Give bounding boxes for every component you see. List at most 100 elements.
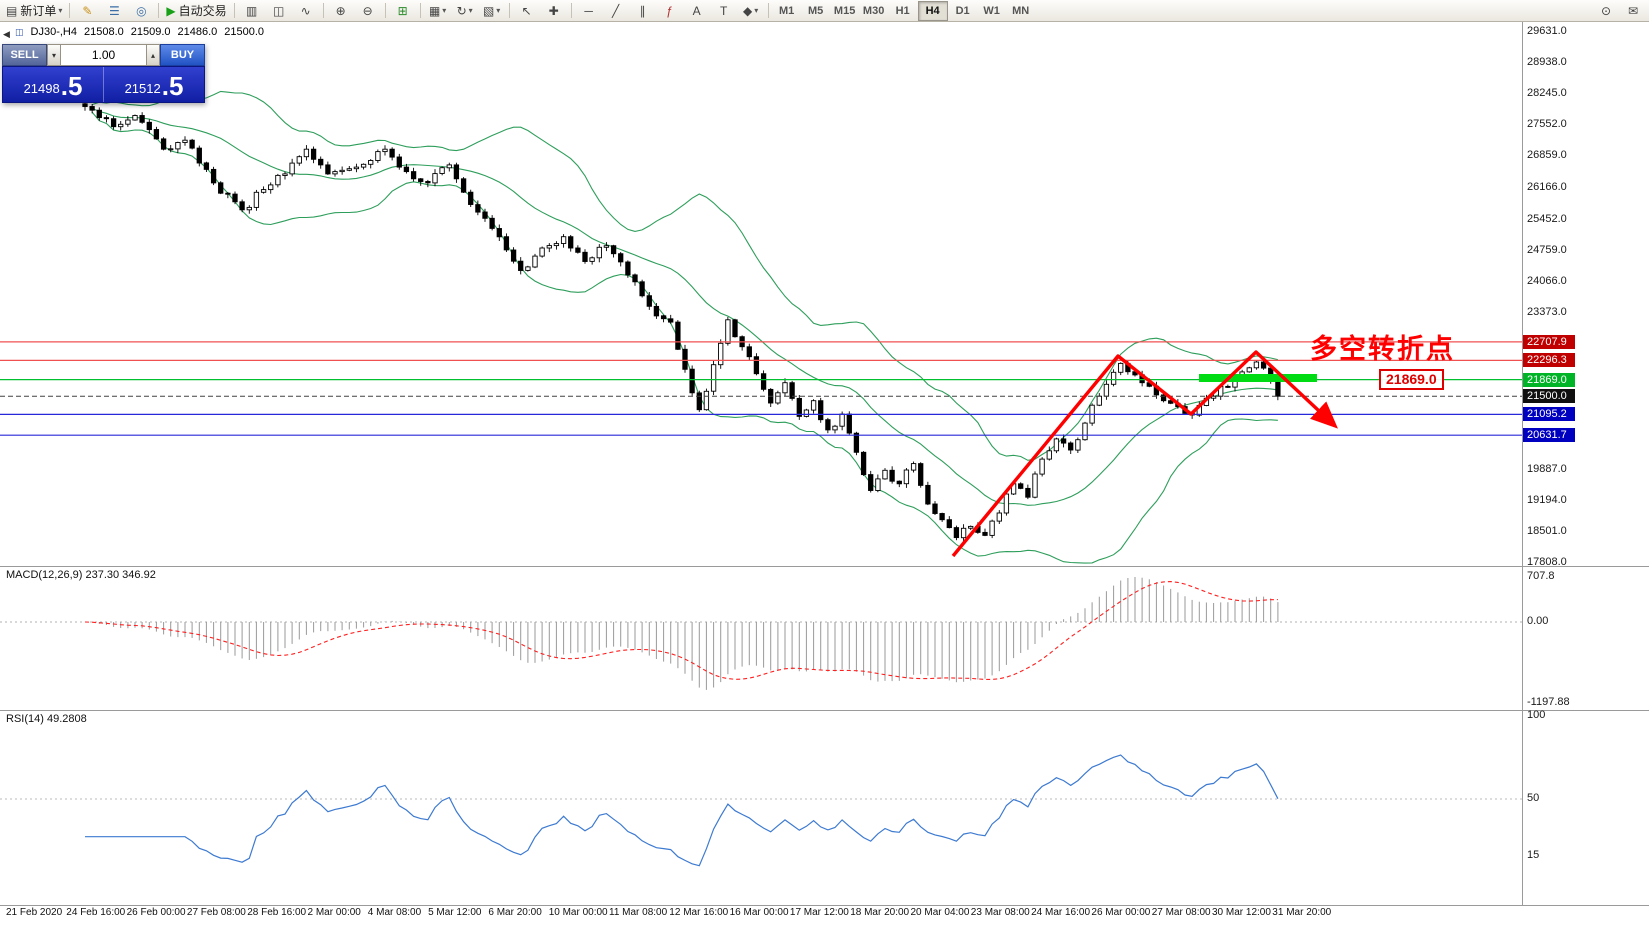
cursor-button[interactable]: ↖ <box>514 1 540 21</box>
profiles-button[interactable]: ↻ ▾ <box>452 1 478 21</box>
time-axis-label[interactable]: 26 Feb 00:00 <box>126 907 186 918</box>
chart-template-icon: ▧ <box>482 3 495 18</box>
price-axis-label: 18501.0 <box>1527 524 1567 537</box>
time-axis-label[interactable]: 23 Mar 08:00 <box>970 907 1030 918</box>
macd-histogram <box>91 577 1279 690</box>
market-watch-button[interactable]: ☰ <box>101 1 127 21</box>
panel-collapse-arrow[interactable]: ◀ <box>3 29 10 39</box>
caret-down-icon: ▾ <box>496 6 501 15</box>
chart-ohlc-header: ◫ DJ30-,H4 21508.0 21509.0 21486.0 21500… <box>15 26 264 38</box>
timeframe-M15[interactable]: M15 <box>833 4 856 17</box>
auto-trading-button[interactable]: ▶ 自动交易 <box>163 1 229 21</box>
zoom-in-icon: ⊕ <box>335 3 346 18</box>
timeframe-H4[interactable]: H4 <box>917 0 948 21</box>
new-order-button[interactable]: ▤ 新订单 ▾ <box>3 1 65 21</box>
volume-increase-button[interactable]: ▴ <box>146 44 160 66</box>
toolbar-separator <box>384 3 386 18</box>
text-label-button[interactable]: T <box>711 1 737 21</box>
time-axis-label[interactable]: 12 Mar 16:00 <box>669 907 729 918</box>
profiles-icon: ↻ <box>456 3 467 18</box>
buy-price-big: .5 <box>161 71 184 101</box>
fibonacci-icon: ƒ <box>666 3 673 18</box>
price-label-annotation[interactable]: 21869.0 <box>1379 369 1444 390</box>
volume-decrease-button[interactable]: ▾ <box>47 44 61 66</box>
horizontal-line-button[interactable]: ─ <box>576 1 602 21</box>
navigator-button[interactable]: ◎ <box>128 1 154 21</box>
time-axis-label[interactable]: 16 Mar 00:00 <box>729 907 789 918</box>
time-axis-label[interactable]: 21 Feb 2020 <box>6 907 63 918</box>
macd-axis-label: 707.8 <box>1527 570 1555 582</box>
equidistant-channel-button[interactable]: ∥ <box>630 1 656 21</box>
price-axis-label: 25452.0 <box>1527 212 1567 225</box>
time-axis-label[interactable]: 5 Mar 12:00 <box>428 907 482 918</box>
search-button[interactable]: ⊙ <box>1593 1 1619 21</box>
price-axis-label: 24759.0 <box>1527 243 1567 256</box>
bar-chart-icon: ▥ <box>245 3 258 18</box>
buy-price[interactable]: 21512.5 <box>103 67 204 102</box>
fibonacci-button[interactable]: ƒ <box>657 1 683 21</box>
time-axis-label[interactable]: 17 Mar 12:00 <box>789 907 849 918</box>
sell-button[interactable]: SELL <box>2 44 47 66</box>
sell-price[interactable]: 21498.5 <box>3 67 103 102</box>
time-axis-label[interactable]: 10 Mar 00:00 <box>548 907 608 918</box>
new-order-button-label: 新订单 <box>20 4 57 18</box>
toolbar-separator <box>570 3 572 18</box>
price-badge-22296.3: 22296.3 <box>1523 353 1575 368</box>
trend-zigzag-annotation[interactable] <box>951 350 1338 558</box>
metaeditor-button[interactable]: ✎ <box>74 1 100 21</box>
timeframe-M5[interactable]: M5 <box>807 4 824 17</box>
timeframe-H1[interactable]: H1 <box>895 4 910 17</box>
time-axis-label[interactable]: 30 Mar 12:00 <box>1212 907 1271 918</box>
timeframe-M1[interactable]: M1 <box>778 4 795 17</box>
candlestick-chart-button[interactable]: ◫ <box>266 1 292 21</box>
time-axis-label[interactable]: 6 Mar 20:00 <box>488 907 542 918</box>
tile-windows-button[interactable]: ⊞ <box>390 1 416 21</box>
price-axis-label: 23373.0 <box>1527 306 1567 319</box>
price-axis-label: 28938.0 <box>1527 56 1567 69</box>
timeframe-D1[interactable]: D1 <box>955 4 970 17</box>
time-axis-label[interactable]: 24 Feb 16:00 <box>66 907 126 918</box>
timeframe-M30[interactable]: M30 <box>862 4 885 17</box>
text-button[interactable]: A <box>684 1 710 21</box>
time-axis-label[interactable]: 26 Mar 00:00 <box>1091 907 1151 918</box>
volume-input[interactable]: 1.00 <box>61 44 146 66</box>
price-axis-label: 17808.0 <box>1527 556 1567 568</box>
time-axis-label[interactable]: 31 Mar 20:00 <box>1272 907 1332 918</box>
bollinger-lower <box>91 111 1278 564</box>
new-chart-button[interactable]: ▦ ▾ <box>425 1 451 21</box>
buy-button[interactable]: BUY <box>160 44 205 66</box>
timeframe-W1[interactable]: W1 <box>983 4 1000 17</box>
time-axis-label[interactable]: 4 Mar 08:00 <box>367 907 422 918</box>
line-chart-button[interactable]: ∿ <box>293 1 319 21</box>
zoom-out-button[interactable]: ⊖ <box>355 1 381 21</box>
time-axis-label[interactable]: 27 Mar 08:00 <box>1151 907 1211 918</box>
auto-trading-button-label: 自动交易 <box>178 4 227 18</box>
time-axis-label[interactable]: 20 Mar 04:00 <box>910 907 970 918</box>
macd-label: MACD(12,26,9) 237.30 346.92 <box>6 569 156 581</box>
candlestick-chart-icon: ◫ <box>272 3 285 18</box>
time-axis-label[interactable]: 24 Mar 16:00 <box>1031 907 1091 918</box>
crosshair-button[interactable]: ✚ <box>541 1 567 21</box>
time-axis-label[interactable]: 2 Mar 00:00 <box>307 907 361 918</box>
caret-up-icon: ▴ <box>150 50 155 60</box>
macd-axis-label: -1197.88 <box>1527 696 1570 708</box>
trade-controls-row: SELL ▾ 1.00 ▴ BUY <box>2 44 205 66</box>
shapes-button[interactable]: ◆ ▾ <box>738 1 764 21</box>
time-axis-label[interactable]: 11 Mar 08:00 <box>609 907 668 918</box>
bar-chart-button[interactable]: ▥ <box>239 1 265 21</box>
turning-point-annotation[interactable]: 多空转折点 <box>1310 334 1455 364</box>
zoom-in-button[interactable]: ⊕ <box>328 1 354 21</box>
price-axis-label: 24066.0 <box>1527 274 1567 287</box>
trendline-button[interactable]: ╱ <box>603 1 629 21</box>
timeframe-MN[interactable]: MN <box>1012 4 1030 17</box>
messages-button[interactable]: ✉ <box>1620 1 1646 21</box>
caret-down-icon: ▾ <box>442 6 447 15</box>
cursor-icon: ↖ <box>521 3 532 18</box>
time-axis-label[interactable]: 18 Mar 20:00 <box>850 907 910 918</box>
line-chart-icon: ∿ <box>300 3 311 18</box>
time-axis-label[interactable]: 28 Feb 16:00 <box>247 907 307 918</box>
chart-template-button[interactable]: ▧ ▾ <box>479 1 505 21</box>
metaeditor-icon: ✎ <box>82 3 93 18</box>
time-axis-label[interactable]: 27 Feb 08:00 <box>186 907 246 918</box>
